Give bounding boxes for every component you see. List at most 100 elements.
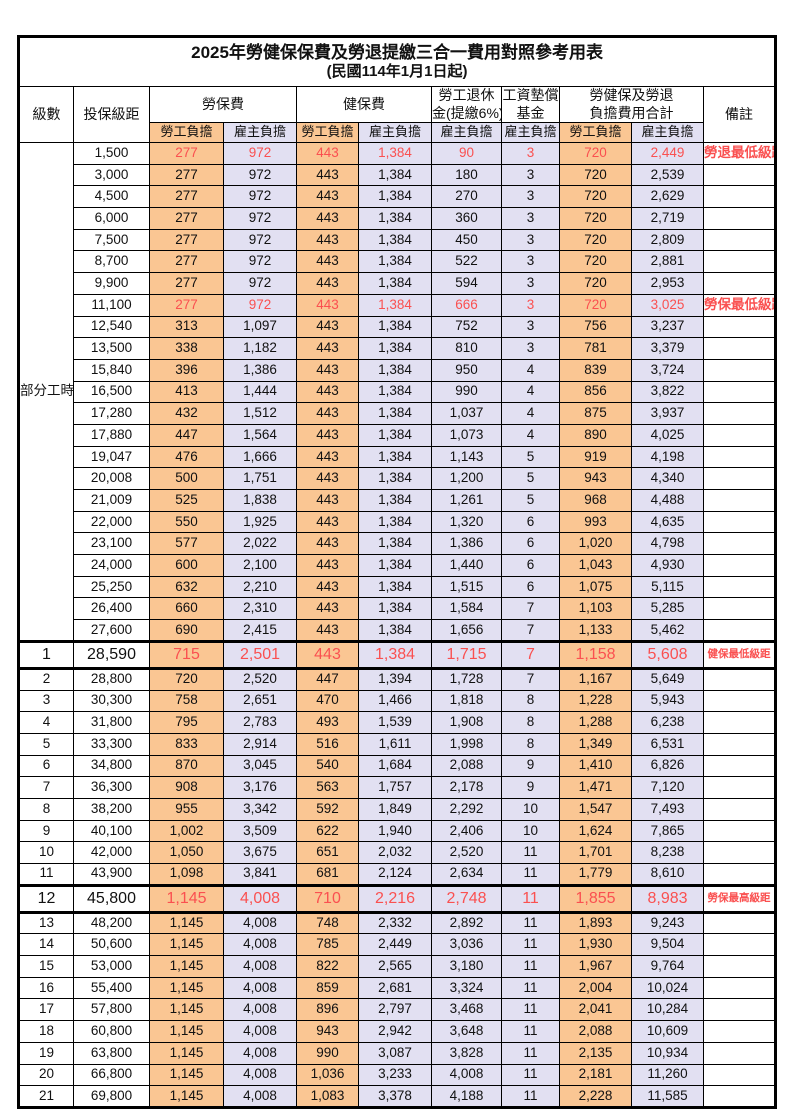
health-employee-cell: 443 <box>296 597 359 621</box>
total-employee-cell: 1,133 <box>559 619 632 642</box>
salary-bracket-cell: 28,800 <box>73 667 150 691</box>
table-row: 1 28,590 715 2,501 443 1,384 1,715 7 1,158 5,608 健… <box>18 639 777 670</box>
pension-employer-cell: 522 <box>431 250 502 274</box>
health-employee-cell: 447 <box>296 667 359 691</box>
labor-employee-cell: 577 <box>149 532 224 556</box>
total-employee-cell: 1,158 <box>559 639 632 670</box>
total-employer-cell: 2,953 <box>631 272 704 295</box>
salary-bracket-cell: 28,590 <box>73 639 150 670</box>
labor-employer-cell: 1,182 <box>223 337 297 360</box>
labor-employer-cell: 1,838 <box>223 489 297 512</box>
pension-employer-cell: 2,520 <box>431 841 502 864</box>
labor-employee-cell: 632 <box>149 575 224 599</box>
health-employer-cell: 2,942 <box>358 1020 432 1043</box>
total-employee-cell: 1,855 <box>559 883 632 914</box>
table-row: 4 31,800 795 2,783 493 1,539 1,908 8 1,288 6,238 <box>18 711 777 734</box>
salary-bracket-cell: 17,880 <box>73 423 150 447</box>
total-employer-cell: 3,237 <box>631 315 704 339</box>
table-row: 18 60,800 1,145 4,008 943 2,942 3,648 11 2,088 10… <box>18 1020 777 1043</box>
labor-employee-cell: 277 <box>149 142 224 165</box>
total-employer-cell: 9,764 <box>631 955 704 978</box>
labor-employee-cell: 277 <box>149 228 224 252</box>
labor-employer-cell: 4,008 <box>223 1085 297 1108</box>
health-employee-cell: 443 <box>296 337 359 360</box>
pension-employer-cell: 1,440 <box>431 554 502 577</box>
health-employee-cell: 443 <box>296 142 359 165</box>
level-cell: 21 <box>18 1085 74 1108</box>
health-employer-cell: 1,384 <box>358 554 432 577</box>
total-employer-cell: 5,462 <box>631 619 704 642</box>
wage-fund-employer-cell: 3 <box>501 272 560 295</box>
health-employer-cell: 1,384 <box>358 510 432 534</box>
pension-employer-cell: 1,073 <box>431 423 502 447</box>
health-employee-cell: 443 <box>296 163 359 187</box>
total-employer-cell: 11,260 <box>631 1063 704 1087</box>
labor-employee-cell: 277 <box>149 250 224 274</box>
salary-bracket-cell: 19,047 <box>73 445 150 469</box>
pension-employer-cell: 1,728 <box>431 667 502 691</box>
health-employee-cell: 443 <box>296 402 359 425</box>
labor-employee-cell: 500 <box>149 467 224 490</box>
labor-employer-cell: 1,751 <box>223 467 297 490</box>
table-row: 17,280 432 1,512 443 1,384 1,037 4 875 3,937 <box>19 402 777 425</box>
health-employee-cell: 443 <box>296 467 359 490</box>
col-header-note: 備註 <box>702 86 777 143</box>
note-cell <box>702 911 777 935</box>
labor-employee-cell: 1,145 <box>149 1041 224 1065</box>
total-employee-cell: 720 <box>559 163 632 187</box>
table-row: 3,000 277 972 443 1,384 180 3 720 2,539 <box>19 163 777 187</box>
salary-bracket-cell: 17,280 <box>73 402 150 425</box>
labor-employee-cell: 1,145 <box>149 976 224 1000</box>
total-employer-cell: 8,983 <box>631 883 704 914</box>
labor-employer-cell: 4,008 <box>223 1041 297 1065</box>
labor-employee-cell: 1,002 <box>149 819 224 843</box>
note-cell <box>702 597 777 621</box>
salary-bracket-cell: 24,000 <box>73 554 150 577</box>
labor-employee-cell: 908 <box>149 776 224 799</box>
labor-employee-cell: 1,145 <box>149 1020 224 1043</box>
labor-employer-cell: 3,675 <box>223 841 297 864</box>
total-employer-cell: 4,930 <box>631 554 704 577</box>
note-cell: 勞退最低級距 <box>702 142 777 165</box>
health-employee-cell: 1,036 <box>296 1063 359 1087</box>
wage-fund-employer-cell: 8 <box>501 689 560 713</box>
table-row: 9,900 277 972 443 1,384 594 3 720 2,953 <box>19 272 777 295</box>
salary-bracket-cell: 7,500 <box>73 228 150 252</box>
table-row: 12,540 313 1,097 443 1,384 752 3 756 3,237 <box>19 315 777 339</box>
wage-fund-employer-cell: 4 <box>501 380 560 404</box>
wage-fund-employer-cell: 7 <box>501 597 560 621</box>
pension-employer-cell: 1,037 <box>431 402 502 425</box>
pension-employer-cell: 1,515 <box>431 575 502 599</box>
total-employee-cell: 1,103 <box>559 597 632 621</box>
total-employer-cell: 5,285 <box>631 597 704 621</box>
table-row: 17,880 447 1,564 443 1,384 1,073 4 890 4,025 <box>19 423 777 447</box>
pension-employer-cell: 180 <box>431 163 502 187</box>
salary-bracket-cell: 1,500 <box>73 142 150 165</box>
level-cell: 11 <box>18 863 74 886</box>
subheader-wage-fund-employer: 雇主負擔 <box>501 122 560 143</box>
pension-employer-cell: 2,892 <box>431 911 502 935</box>
table-row: 25,250 632 2,210 443 1,384 1,515 6 1,075 5,115 <box>19 575 777 599</box>
pension-employer-cell: 1,818 <box>431 689 502 713</box>
total-employer-cell: 2,629 <box>631 185 704 209</box>
health-employer-cell: 1,849 <box>358 797 432 821</box>
salary-bracket-cell: 4,500 <box>73 185 150 209</box>
total-employee-cell: 1,410 <box>559 754 632 778</box>
salary-bracket-cell: 40,100 <box>73 819 150 843</box>
pension-employer-cell: 1,998 <box>431 732 502 756</box>
total-employer-cell: 2,809 <box>631 228 704 252</box>
level-cell: 2 <box>18 667 74 691</box>
health-employee-cell: 443 <box>296 228 359 252</box>
health-employee-cell: 443 <box>296 315 359 339</box>
note-cell <box>702 467 777 490</box>
labor-employee-cell: 720 <box>149 667 224 691</box>
wage-fund-employer-cell: 8 <box>501 732 560 756</box>
labor-employer-cell: 2,651 <box>223 689 297 713</box>
header-group-row: 級數 投保級距 勞保費 健保費 勞工退休 金(提繳6%) 工資墊償 基金 勞健保及勞… <box>18 86 777 143</box>
labor-employer-cell: 2,210 <box>223 575 297 599</box>
salary-bracket-cell: 45,800 <box>73 883 150 914</box>
note-cell <box>702 185 777 209</box>
